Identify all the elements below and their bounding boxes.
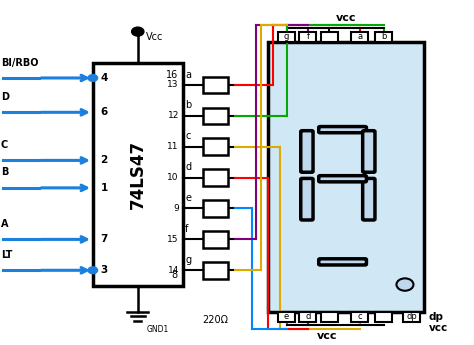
Text: g: g [185,255,191,265]
Text: vcc: vcc [336,13,356,23]
Bar [203,262,228,278]
Text: 16: 16 [166,70,178,80]
FancyBboxPatch shape [301,131,313,172]
Text: 220Ω: 220Ω [203,315,229,325]
Text: a: a [185,70,191,80]
Text: e: e [284,312,289,321]
Bar [203,231,228,248]
Circle shape [88,75,98,81]
Circle shape [396,278,413,291]
Bar [320,32,337,42]
Bar [203,108,228,124]
Text: 6: 6 [100,107,108,117]
Text: vcc: vcc [317,332,337,342]
Text: GND1: GND1 [146,325,169,334]
Text: D: D [0,92,9,102]
FancyBboxPatch shape [363,131,375,172]
Text: LT: LT [0,250,12,260]
Text: 3: 3 [100,265,108,275]
Text: 11: 11 [167,142,179,151]
Text: e: e [185,193,191,203]
Text: c: c [357,312,362,321]
Bar [300,312,317,322]
Text: 7: 7 [100,234,108,244]
Bar [375,32,392,42]
Bar [300,32,317,42]
Bar [93,62,182,286]
Text: d: d [305,312,310,321]
Text: 8: 8 [172,270,178,280]
Bar [351,32,368,42]
Text: d: d [185,162,191,172]
FancyBboxPatch shape [363,178,375,220]
Bar [278,32,295,42]
Text: 1: 1 [100,183,108,193]
Text: C: C [0,140,8,150]
Text: b: b [381,32,386,41]
Circle shape [88,267,98,274]
Text: 13: 13 [167,80,179,89]
FancyBboxPatch shape [319,127,366,133]
Bar [351,312,368,322]
Bar [403,312,420,322]
Bar [203,77,228,93]
Text: f: f [185,224,188,234]
Text: 12: 12 [167,111,179,120]
Text: 15: 15 [167,235,179,244]
Text: f: f [306,32,310,41]
Text: B: B [0,167,8,177]
Text: dp: dp [428,312,443,322]
Bar [203,138,228,155]
Text: 9: 9 [173,204,179,213]
FancyBboxPatch shape [319,176,366,182]
Text: 10: 10 [167,173,179,182]
Text: dp: dp [407,312,417,321]
Bar [278,312,295,322]
Bar [203,169,228,186]
Text: 14: 14 [167,266,179,275]
Text: BI/RBO: BI/RBO [0,58,38,68]
Circle shape [132,27,144,36]
Bar [203,200,228,217]
Text: g: g [284,32,289,41]
Bar [320,312,337,322]
Bar [268,42,424,312]
Text: A: A [0,219,8,229]
Text: c: c [185,131,191,141]
Text: 4: 4 [100,73,108,83]
Text: Vcc: Vcc [146,32,164,42]
Text: 2: 2 [100,155,108,165]
FancyBboxPatch shape [301,178,313,220]
Text: b: b [185,100,191,110]
FancyBboxPatch shape [319,259,366,265]
Text: a: a [357,32,363,41]
Bar [375,312,392,322]
Text: 74LS47: 74LS47 [129,140,147,209]
Text: vcc: vcc [428,323,447,333]
